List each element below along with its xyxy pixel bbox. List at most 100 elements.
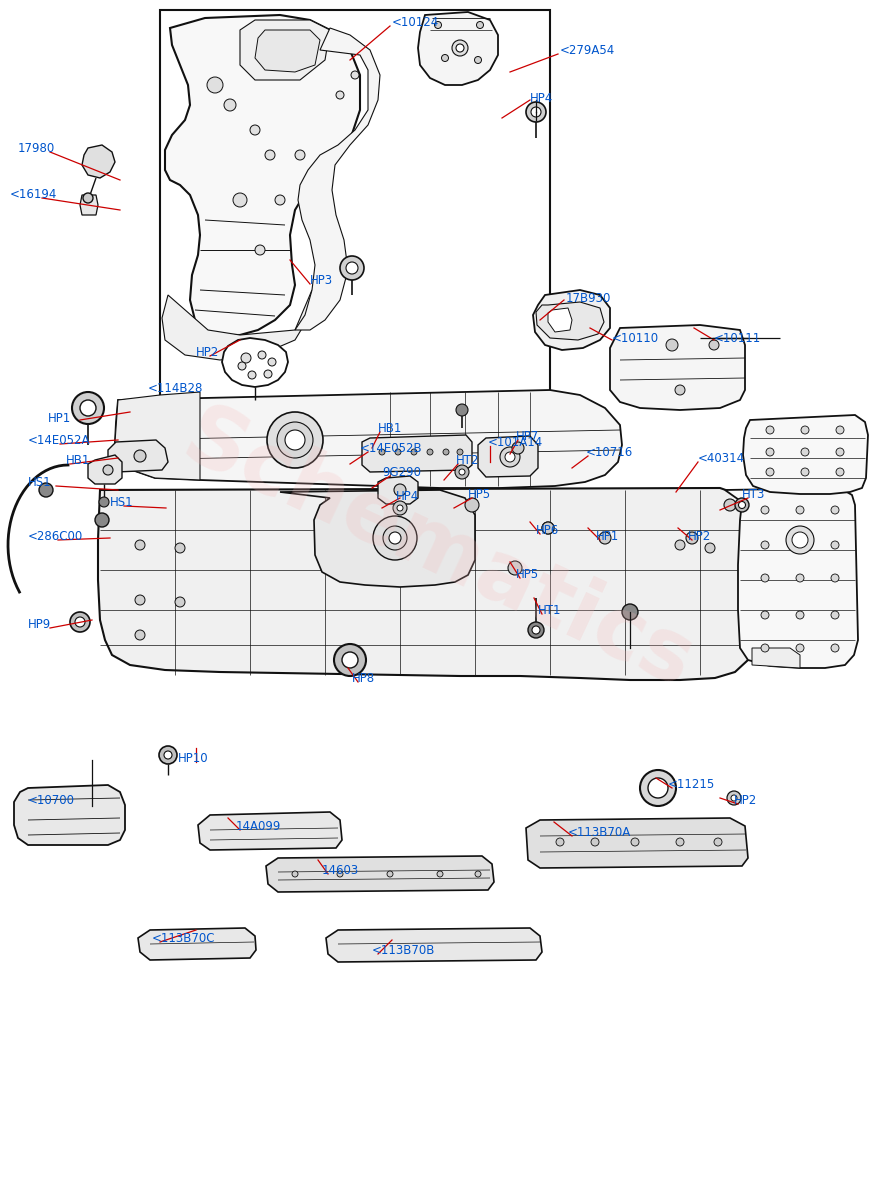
- Circle shape: [387, 871, 393, 877]
- Text: HP4: HP4: [396, 490, 419, 503]
- Text: 17B930: 17B930: [566, 292, 611, 305]
- Circle shape: [631, 838, 639, 846]
- Text: HP1: HP1: [596, 529, 619, 542]
- Polygon shape: [162, 290, 312, 360]
- Circle shape: [255, 245, 265, 254]
- Circle shape: [836, 448, 844, 456]
- Text: HP7: HP7: [516, 430, 539, 443]
- Circle shape: [389, 532, 401, 544]
- Circle shape: [796, 574, 804, 582]
- Text: HP3: HP3: [310, 274, 333, 287]
- Circle shape: [135, 540, 145, 550]
- Circle shape: [532, 626, 540, 634]
- Circle shape: [831, 611, 839, 619]
- Circle shape: [265, 150, 275, 160]
- Polygon shape: [115, 392, 200, 480]
- Circle shape: [766, 426, 774, 434]
- Polygon shape: [378, 476, 418, 504]
- Circle shape: [248, 371, 256, 379]
- Circle shape: [334, 644, 366, 676]
- Text: <113B70A: <113B70A: [568, 826, 631, 839]
- Circle shape: [459, 469, 465, 475]
- Polygon shape: [88, 455, 122, 484]
- Circle shape: [103, 464, 113, 475]
- Circle shape: [250, 125, 260, 134]
- Text: <11215: <11215: [668, 778, 716, 791]
- Text: HP2: HP2: [734, 793, 757, 806]
- Circle shape: [731, 794, 737, 802]
- Text: HP5: HP5: [516, 568, 539, 581]
- Circle shape: [735, 498, 749, 512]
- Polygon shape: [526, 818, 748, 868]
- Text: 14A099: 14A099: [236, 820, 282, 833]
- Circle shape: [373, 516, 417, 560]
- Polygon shape: [255, 30, 320, 72]
- Circle shape: [738, 502, 745, 509]
- Circle shape: [241, 353, 251, 362]
- Circle shape: [796, 644, 804, 652]
- Text: HP10: HP10: [178, 751, 209, 764]
- Circle shape: [705, 542, 715, 553]
- Circle shape: [342, 652, 358, 668]
- Circle shape: [724, 499, 736, 511]
- Circle shape: [622, 604, 638, 620]
- Circle shape: [395, 449, 401, 455]
- Circle shape: [766, 448, 774, 456]
- Polygon shape: [536, 302, 604, 340]
- Polygon shape: [198, 812, 342, 850]
- Circle shape: [476, 22, 483, 29]
- Text: <10124: <10124: [392, 16, 439, 29]
- Circle shape: [456, 44, 464, 52]
- Text: <113B70B: <113B70B: [372, 943, 435, 956]
- Circle shape: [351, 71, 359, 79]
- Circle shape: [675, 540, 685, 550]
- Circle shape: [268, 358, 276, 366]
- Text: <286C00: <286C00: [28, 529, 83, 542]
- Circle shape: [295, 150, 305, 160]
- Circle shape: [337, 871, 343, 877]
- Text: Schematics: Schematics: [170, 397, 707, 707]
- Circle shape: [474, 56, 481, 64]
- Circle shape: [336, 91, 344, 98]
- Circle shape: [761, 506, 769, 514]
- Circle shape: [686, 532, 698, 544]
- Circle shape: [500, 446, 520, 467]
- Polygon shape: [240, 20, 330, 80]
- Circle shape: [159, 746, 177, 764]
- Circle shape: [83, 193, 93, 203]
- Circle shape: [340, 256, 364, 280]
- Circle shape: [264, 370, 272, 378]
- Circle shape: [427, 449, 433, 455]
- Polygon shape: [266, 856, 494, 892]
- Polygon shape: [752, 648, 800, 668]
- Polygon shape: [548, 308, 572, 332]
- Circle shape: [796, 611, 804, 619]
- Circle shape: [796, 506, 804, 514]
- Circle shape: [761, 541, 769, 550]
- Circle shape: [531, 107, 541, 116]
- Circle shape: [39, 482, 53, 497]
- Circle shape: [75, 617, 85, 626]
- Circle shape: [801, 448, 809, 456]
- Polygon shape: [725, 488, 858, 668]
- Circle shape: [831, 644, 839, 652]
- Text: 14603: 14603: [322, 864, 360, 876]
- Polygon shape: [295, 28, 380, 330]
- Circle shape: [801, 426, 809, 434]
- Circle shape: [727, 791, 741, 805]
- Circle shape: [258, 350, 266, 359]
- Circle shape: [72, 392, 104, 424]
- Circle shape: [267, 412, 323, 468]
- Circle shape: [761, 574, 769, 582]
- Text: HP5: HP5: [468, 487, 491, 500]
- Polygon shape: [14, 785, 125, 845]
- Text: <114B28: <114B28: [148, 382, 203, 395]
- Circle shape: [135, 595, 145, 605]
- Circle shape: [238, 362, 246, 370]
- Text: <10700: <10700: [28, 793, 75, 806]
- Text: <14E052A: <14E052A: [28, 433, 90, 446]
- Circle shape: [801, 468, 809, 476]
- Circle shape: [836, 468, 844, 476]
- Circle shape: [591, 838, 599, 846]
- Text: <279A54: <279A54: [560, 43, 616, 56]
